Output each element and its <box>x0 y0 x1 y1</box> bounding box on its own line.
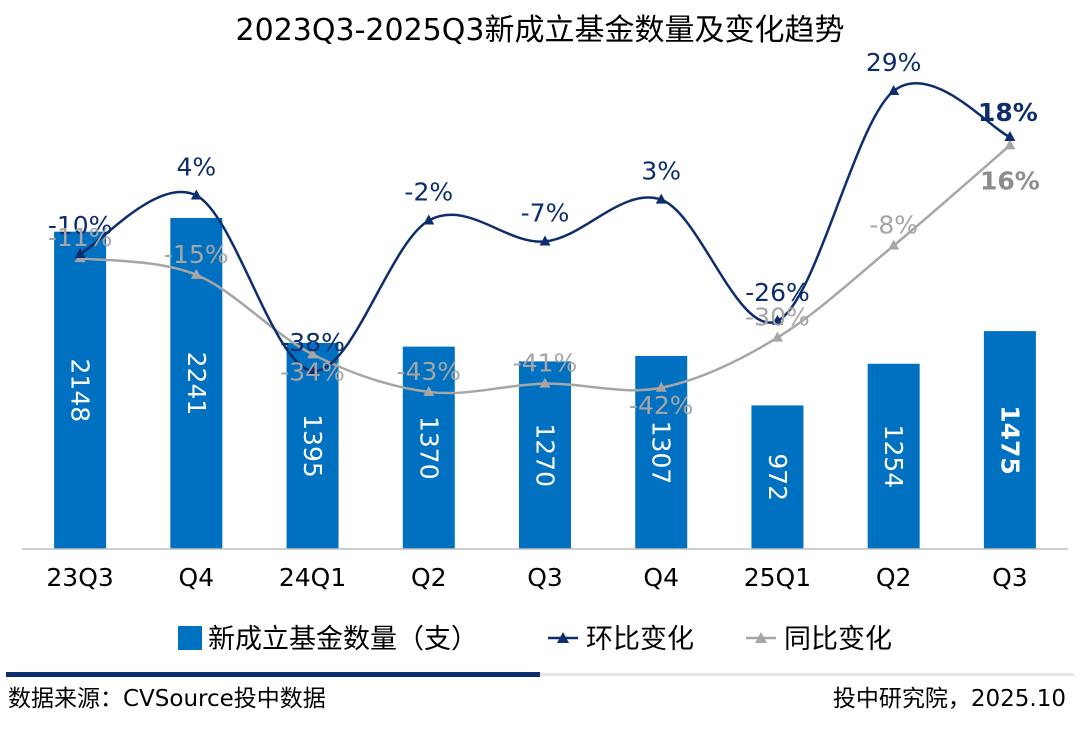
yoy-value-label: -41% <box>513 349 578 378</box>
qoq-marker <box>771 314 783 325</box>
yoy-value-label: -11% <box>48 223 113 252</box>
bar <box>286 342 339 549</box>
footer-rule-light <box>540 673 1074 676</box>
bar-value-label: 1307 <box>647 421 676 485</box>
qoq-marker <box>539 235 551 246</box>
x-tick-label: Q3 <box>992 563 1028 592</box>
bar-value-label: 1254 <box>879 425 908 489</box>
data-labels-layer: 2148 2241 1395 1370 1270 1307 972 1254 1475 -10% 4… <box>48 48 1040 501</box>
yoy-marker <box>888 239 900 250</box>
x-tick-label: Q4 <box>179 563 215 592</box>
bar-value-label: 2241 <box>182 352 211 416</box>
qoq-marker <box>190 189 202 200</box>
x-tick-label: Q3 <box>527 563 563 592</box>
x-tick-label: Q2 <box>876 563 912 592</box>
bar-value-label: 972 <box>763 453 792 501</box>
yoy-value-label: -8% <box>869 211 918 240</box>
qoq-marker <box>1004 130 1016 141</box>
source-note: 数据来源：CVSource投中数据 <box>8 686 326 712</box>
yoy-marker <box>539 377 551 388</box>
yoy-marker <box>190 268 202 279</box>
yoy-value-label: -42% <box>629 391 694 420</box>
x-tick-label: Q4 <box>643 563 679 592</box>
qoq-value-label: 3% <box>641 157 681 186</box>
yoy-marker <box>423 385 435 396</box>
yoy-value-label: -34% <box>280 357 345 386</box>
bar-value-label: 1395 <box>298 414 327 478</box>
qoq-value-label: 4% <box>176 152 216 181</box>
footer-rule <box>6 672 1074 677</box>
footer-rule-dark <box>6 672 540 677</box>
yoy-value-label: -30% <box>745 303 810 332</box>
qoq-marker <box>423 214 435 225</box>
lines-layer <box>74 82 1016 396</box>
qoq-marker <box>74 248 86 258</box>
qoq-value-label: -26% <box>745 278 810 307</box>
bar <box>983 331 1036 549</box>
qoq-marker <box>888 84 900 95</box>
bar-value-label: 2148 <box>66 359 95 423</box>
x-tick-label: Q2 <box>411 563 447 592</box>
legend-label-bars: 新成立基金数量（支） <box>208 624 478 655</box>
x-tick-label: 25Q1 <box>744 563 811 592</box>
credit-note: 投中研究院，2025.10 <box>833 686 1066 712</box>
bar-value-label: 1270 <box>531 423 560 487</box>
x-tick-label: 24Q1 <box>279 563 346 592</box>
qoq-value-label: -38% <box>280 328 345 357</box>
yoy-marker <box>307 348 319 359</box>
bar <box>54 231 107 549</box>
qoq-value-label: 29% <box>866 48 922 77</box>
legend-marker-qoq <box>557 632 569 643</box>
qoq-value-label: -2% <box>404 178 453 207</box>
yoy-line <box>79 144 1011 395</box>
qoq-value-label: -7% <box>521 198 570 227</box>
bar <box>867 363 920 549</box>
legend-marker-yoy <box>755 632 767 643</box>
bar <box>751 405 804 549</box>
x-axis: 23Q3 Q4 24Q1 Q2 Q3 Q4 25Q1 Q2 Q3 <box>22 548 1068 592</box>
x-tick-label: 23Q3 <box>46 563 113 592</box>
bar <box>402 346 455 549</box>
yoy-value-label: -15% <box>164 240 229 269</box>
legend-label-yoy: 同比变化 <box>784 624 892 655</box>
yoy-marker <box>1004 139 1016 150</box>
qoq-marker <box>307 365 319 376</box>
bar <box>519 361 571 549</box>
yoy-value-label: 16% <box>980 166 1040 195</box>
qoq-value-label: -10% <box>48 211 113 240</box>
legend: 新成立基金数量（支） 环比变化 同比变化 <box>178 624 892 655</box>
qoq-marker <box>655 193 667 204</box>
legend-swatch-bars <box>178 626 202 650</box>
yoy-marker <box>655 381 667 392</box>
legend-label-qoq: 环比变化 <box>586 624 694 655</box>
qoq-value-label: 18% <box>978 98 1038 127</box>
yoy-value-label: -43% <box>396 357 461 386</box>
yoy-marker <box>771 331 783 342</box>
bar-value-label: 1475 <box>995 405 1024 475</box>
chart-title: 2023Q3-2025Q3新成立基金数量及变化趋势 <box>236 13 845 48</box>
bar-value-label: 1370 <box>414 416 443 480</box>
bars-layer <box>54 217 1036 549</box>
